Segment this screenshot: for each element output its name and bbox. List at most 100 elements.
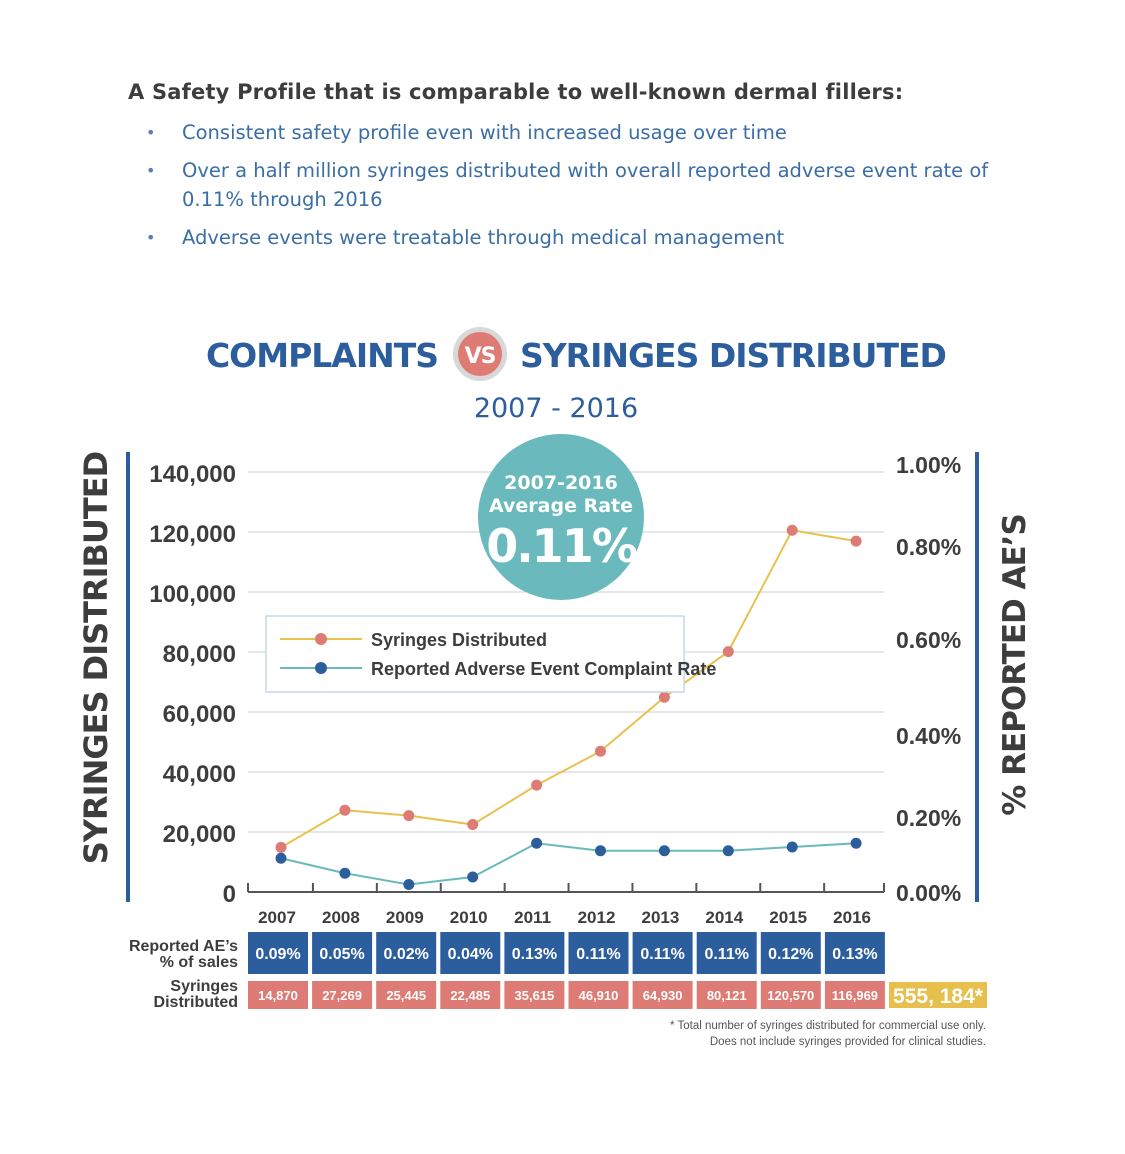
y-right-tick-label: 1.00% bbox=[896, 452, 961, 478]
vs-badge bbox=[458, 332, 502, 376]
syringes-cell-value: 120,570 bbox=[767, 988, 814, 1003]
footnote-line2: Does not include syringes provided for c… bbox=[710, 1036, 986, 1048]
ae-rate-cell-value: 0.13% bbox=[832, 946, 877, 963]
syringes-cell-value: 46,910 bbox=[579, 988, 619, 1003]
syringes-cell-value: 22,485 bbox=[450, 988, 490, 1003]
y-left-tick-labels: 0 20,000 40,000 60,000 80,000 100,000 120,000 1… bbox=[149, 461, 236, 908]
y-right-tick-label: 0.80% bbox=[896, 534, 961, 560]
ae-rate-point bbox=[467, 871, 479, 883]
ae-rate-point bbox=[850, 837, 862, 849]
syringes-cell-value: 25,445 bbox=[386, 988, 426, 1003]
syringes-point bbox=[850, 535, 862, 547]
syringes-cell bbox=[440, 981, 501, 1009]
syringes-cell bbox=[696, 981, 757, 1009]
y-left-tick-label: 140,000 bbox=[149, 461, 236, 488]
x-axis: 2007 2008 2009 2010 2011 2012 2013 2014 2015 2016 bbox=[247, 883, 885, 927]
ae-rate-cell-value: 0.11% bbox=[640, 946, 684, 963]
series-line-syringes bbox=[280, 529, 857, 849]
intro-bullets: • Consistent safety profile even with inc… bbox=[128, 118, 1028, 252]
y-left-tick-label: 100,000 bbox=[149, 581, 236, 608]
legend-label-ae: Reported Adverse Event Complaint Rate bbox=[371, 659, 716, 679]
y-right-tick-label: 0.40% bbox=[896, 723, 961, 749]
y-left-tick-label: 120,000 bbox=[149, 521, 236, 548]
syringes-cell-value: 35,615 bbox=[515, 988, 555, 1003]
total-cell bbox=[889, 982, 987, 1008]
syringes-point bbox=[595, 745, 606, 757]
syringes-cell bbox=[824, 981, 885, 1009]
syringes-cell bbox=[504, 981, 565, 1009]
row1-label-line2: % of sales bbox=[160, 954, 238, 971]
syringes-point bbox=[658, 691, 670, 703]
x-tick-label: 2013 bbox=[641, 908, 679, 927]
ae-rate-point bbox=[275, 852, 287, 864]
syringes-point bbox=[403, 810, 415, 822]
y-axis-right-label: % REPORTED AE’S bbox=[997, 514, 1033, 816]
bullet-item: • Over a half million syringes distribute… bbox=[128, 156, 1028, 214]
syringes-point bbox=[275, 841, 287, 853]
ae-rate-cell-value: 0.09% bbox=[255, 946, 300, 963]
bullet-dot-icon: • bbox=[146, 123, 156, 142]
bullet-text: Consistent safety profile even with incr… bbox=[182, 121, 787, 144]
ae-rate-cell bbox=[376, 932, 437, 974]
y-left-tick-label: 20,000 bbox=[163, 821, 236, 848]
x-tick-label: 2016 bbox=[833, 908, 871, 927]
ae-rate-point bbox=[658, 845, 670, 857]
ae-rate-cell bbox=[504, 932, 565, 974]
syringes-point bbox=[722, 646, 734, 658]
y-right-tick-label: 0.00% bbox=[896, 880, 961, 906]
ae-rate-cell-value: 0.11% bbox=[704, 946, 748, 963]
ae-rate-cell-value: 0.05% bbox=[319, 946, 364, 963]
legend-marker-syringes bbox=[315, 633, 327, 645]
x-tick-label: 2008 bbox=[322, 908, 360, 927]
bullet-dot-icon: • bbox=[146, 161, 156, 180]
ae-rate-cell bbox=[440, 932, 501, 974]
ae-rate-cell-value: 0.11% bbox=[576, 946, 620, 963]
average-rate-badge bbox=[478, 434, 644, 600]
intro-section: A Safety Profile that is comparable to w… bbox=[128, 80, 1028, 261]
intro-heading: A Safety Profile that is comparable to w… bbox=[128, 80, 904, 104]
ae-rate-cell-value: 0.13% bbox=[512, 946, 557, 963]
chart-subtitle: 2007 - 2016 bbox=[474, 393, 638, 424]
ae-rate-cell bbox=[312, 932, 373, 974]
ae-rate-point bbox=[722, 845, 734, 857]
bullet-dot-icon: • bbox=[146, 228, 156, 247]
x-tick-label: 2014 bbox=[705, 908, 743, 927]
total-value: 555, 184* bbox=[893, 985, 984, 1008]
syringes-cell bbox=[248, 981, 308, 1009]
ae-rate-cell bbox=[696, 932, 757, 974]
syringes-point bbox=[531, 779, 543, 791]
ae-rate-cell bbox=[632, 932, 693, 974]
syringes-cell-value: 116,969 bbox=[832, 988, 878, 1003]
syringes-cell bbox=[376, 981, 437, 1009]
badge-value: 0.11% bbox=[486, 519, 636, 573]
y-left-tick-label: 80,000 bbox=[163, 641, 236, 668]
syringes-cell bbox=[568, 981, 629, 1009]
x-tick-label: 2010 bbox=[450, 908, 488, 927]
legend: Syringes Distributed Reported Adverse Ev… bbox=[265, 615, 716, 693]
x-tick-label: 2015 bbox=[769, 908, 807, 927]
ae-rate-point bbox=[339, 867, 351, 879]
series-layer bbox=[275, 524, 862, 890]
row2-label-line2: Distributed bbox=[154, 994, 238, 1011]
y-right-tick-label: 0.60% bbox=[896, 627, 961, 653]
syringes-cell bbox=[760, 981, 821, 1009]
x-tick-label: 2011 bbox=[514, 908, 551, 927]
syringes-cell bbox=[312, 981, 373, 1009]
legend-label-syringes: Syringes Distributed bbox=[371, 630, 547, 650]
syringes-point bbox=[467, 819, 479, 831]
badge-line2: Average Rate bbox=[489, 495, 633, 517]
ae-rate-point bbox=[595, 845, 606, 857]
x-tick-label: 2009 bbox=[386, 908, 424, 927]
ae-rate-cell-value: 0.12% bbox=[768, 946, 813, 963]
badge-line1: 2007-2016 bbox=[504, 472, 618, 494]
syringes-cell-value: 80,121 bbox=[707, 988, 747, 1003]
y-left-tick-label: 60,000 bbox=[163, 701, 236, 728]
y-axis-left-label: SYRINGES DISTRIBUTED bbox=[77, 452, 115, 864]
y-right-tick-labels: 0.00% 0.20% 0.40% 0.60% 0.80% 1.00% bbox=[896, 452, 961, 906]
syringes-point bbox=[786, 524, 798, 536]
series-line-ae-rate bbox=[280, 842, 857, 886]
row2-label-line1: Syringes bbox=[170, 978, 238, 995]
ae-rate-point bbox=[531, 837, 543, 849]
ae-rate-cell-value: 0.02% bbox=[384, 946, 429, 963]
legend-marker-ae bbox=[315, 662, 327, 674]
